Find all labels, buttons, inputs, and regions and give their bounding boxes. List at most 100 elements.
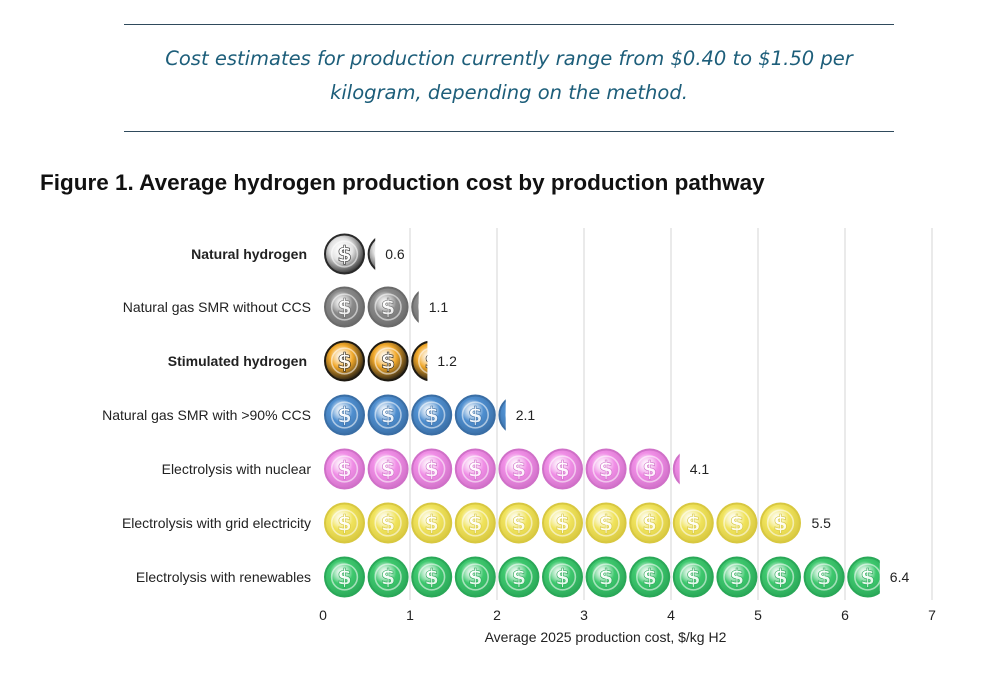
- coin-natural-gas-smr-with-90-ccs-4: $: [454, 394, 496, 436]
- value-label-electrolysis-with-renewables: 6.4: [890, 569, 910, 585]
- svg-text:$: $: [686, 566, 701, 590]
- coin-natural-gas-smr-with-90-ccs-1: $: [324, 394, 365, 436]
- svg-text:$: $: [337, 458, 352, 482]
- svg-text:$: $: [512, 458, 527, 482]
- coin-electrolysis-with-nuclear-8: $: [629, 448, 671, 490]
- svg-text:$: $: [730, 566, 745, 590]
- category-label-natural-hydrogen: Natural hydrogen: [191, 246, 307, 262]
- coin-natural-gas-smr-with-90-ccs-2: $: [367, 394, 409, 436]
- svg-text:$: $: [686, 512, 701, 536]
- svg-text:$: $: [468, 404, 483, 428]
- bar-electrolysis-with-grid-electricity: $ $ $ $ $ $ $ $ $ $ $: [324, 502, 801, 544]
- coin-electrolysis-with-grid-electricity-10: $: [716, 502, 758, 544]
- coin-electrolysis-with-grid-electricity-8: $: [629, 502, 671, 544]
- svg-text:$: $: [599, 566, 614, 590]
- svg-text:$: $: [337, 296, 352, 320]
- value-label-electrolysis-with-nuclear: 4.1: [690, 461, 710, 477]
- svg-text:$: $: [599, 512, 614, 536]
- category-labels: Natural hydrogen Natural gas SMR without …: [102, 246, 311, 585]
- coin-electrolysis-with-grid-electricity-11: $: [760, 502, 801, 544]
- svg-text:$: $: [468, 566, 483, 590]
- coin-electrolysis-with-nuclear-6: $: [542, 448, 583, 490]
- svg-text:$: $: [337, 566, 352, 590]
- x-tick-label-6: 6: [841, 607, 849, 623]
- coin-electrolysis-with-nuclear-7: $: [585, 448, 627, 490]
- pull-quote: Cost estimates for production currently …: [124, 42, 894, 110]
- svg-text:$: $: [860, 566, 875, 590]
- category-label-electrolysis-with-grid-electricity: Electrolysis with grid electricity: [122, 515, 311, 531]
- x-axis-ticks: 0 1 2 3 4 5 6 7: [319, 607, 936, 623]
- svg-text:$: $: [381, 296, 396, 320]
- svg-text:$: $: [512, 512, 527, 536]
- value-label-natural-hydrogen: 0.6: [385, 246, 405, 262]
- coin-electrolysis-with-renewables-9: $: [672, 556, 714, 598]
- x-tick-label-7: 7: [928, 607, 936, 623]
- coin-electrolysis-with-renewables-8: $: [629, 556, 671, 598]
- svg-text:$: $: [337, 404, 352, 428]
- coin-natural-gas-smr-with-90-ccs-5: $: [498, 399, 506, 431]
- coin-natural-gas-smr-without-ccs-1: $: [324, 286, 365, 328]
- coin-stimulated-hydrogen-1: $: [324, 340, 365, 382]
- svg-text:$: $: [512, 566, 527, 590]
- coin-electrolysis-with-renewables-4: $: [454, 556, 496, 598]
- coin-natural-gas-smr-without-ccs-3: $: [411, 291, 419, 323]
- pull-quote-line-1: Cost estimates for production currently …: [165, 47, 853, 70]
- svg-text:$: $: [468, 458, 483, 482]
- coin-electrolysis-with-nuclear-9: $: [672, 453, 680, 485]
- coin-electrolysis-with-grid-electricity-6: $: [542, 502, 583, 544]
- x-tick-label-2: 2: [493, 607, 501, 623]
- svg-text:$: $: [642, 512, 657, 536]
- svg-text:$: $: [424, 350, 439, 374]
- svg-text:$: $: [381, 404, 396, 428]
- category-label-natural-gas-smr-with-90-ccs: Natural gas SMR with >90% CCS: [102, 407, 311, 423]
- coin-natural-gas-smr-with-90-ccs-3: $: [411, 394, 453, 436]
- coin-electrolysis-with-nuclear-5: $: [498, 448, 540, 490]
- coin-electrolysis-with-grid-electricity-7: $: [585, 502, 627, 544]
- svg-text:$: $: [730, 512, 745, 536]
- coin-electrolysis-with-nuclear-2: $: [367, 448, 409, 490]
- svg-text:$: $: [773, 512, 788, 536]
- svg-text:$: $: [642, 458, 657, 482]
- bar-stimulated-hydrogen: $ $ $: [324, 340, 439, 382]
- x-tick-label-4: 4: [667, 607, 675, 623]
- category-label-electrolysis-with-renewables: Electrolysis with renewables: [136, 569, 311, 585]
- svg-text:$: $: [424, 458, 439, 482]
- value-labels: 0.6 1.1 1.2 2.1 4.1 5.5 6.4: [385, 246, 909, 585]
- coin-natural-gas-smr-without-ccs-2: $: [367, 286, 409, 328]
- coin-electrolysis-with-renewables-10: $: [716, 556, 758, 598]
- coin-electrolysis-with-grid-electricity-9: $: [672, 502, 714, 544]
- pull-quote-line-2: kilogram, depending on the method.: [330, 81, 688, 104]
- coin-electrolysis-with-grid-electricity-3: $: [411, 502, 453, 544]
- category-label-electrolysis-with-nuclear: Electrolysis with nuclear: [162, 461, 312, 477]
- svg-text:$: $: [817, 566, 832, 590]
- bar-natural-hydrogen: $ $: [324, 233, 376, 275]
- svg-text:$: $: [424, 512, 439, 536]
- bottom-rule: [124, 131, 894, 132]
- coin-electrolysis-with-grid-electricity-4: $: [454, 502, 496, 544]
- coin-natural-hydrogen-1: $: [324, 233, 365, 275]
- svg-text:$: $: [773, 566, 788, 590]
- x-tick-label-5: 5: [754, 607, 762, 623]
- svg-text:$: $: [555, 512, 570, 536]
- svg-text:$: $: [555, 458, 570, 482]
- coin-electrolysis-with-grid-electricity-2: $: [367, 502, 409, 544]
- coin-stimulated-hydrogen-3: $: [411, 340, 439, 382]
- coin-electrolysis-with-grid-electricity-1: $: [324, 502, 365, 544]
- svg-text:$: $: [424, 566, 439, 590]
- svg-text:$: $: [381, 512, 396, 536]
- svg-text:$: $: [337, 243, 352, 267]
- category-label-natural-gas-smr-without-ccs: Natural gas SMR without CCS: [123, 299, 311, 315]
- x-tick-label-0: 0: [319, 607, 327, 623]
- top-rule: [124, 24, 894, 25]
- coin-electrolysis-with-renewables-2: $: [367, 556, 409, 598]
- coin-electrolysis-with-renewables-3: $: [411, 556, 453, 598]
- bar-natural-gas-smr-without-ccs: $ $ $: [324, 286, 419, 328]
- svg-text:$: $: [642, 566, 657, 590]
- bar-natural-gas-smr-with-90-ccs: $ $ $ $ $: [324, 394, 506, 436]
- gridlines: [409, 228, 933, 600]
- coin-electrolysis-with-nuclear-4: $: [454, 448, 496, 490]
- value-label-natural-gas-smr-without-ccs: 1.1: [429, 299, 449, 315]
- svg-text:$: $: [381, 350, 396, 374]
- x-tick-label-1: 1: [406, 607, 414, 623]
- figure-title: Figure 1. Average hydrogen production co…: [40, 170, 765, 195]
